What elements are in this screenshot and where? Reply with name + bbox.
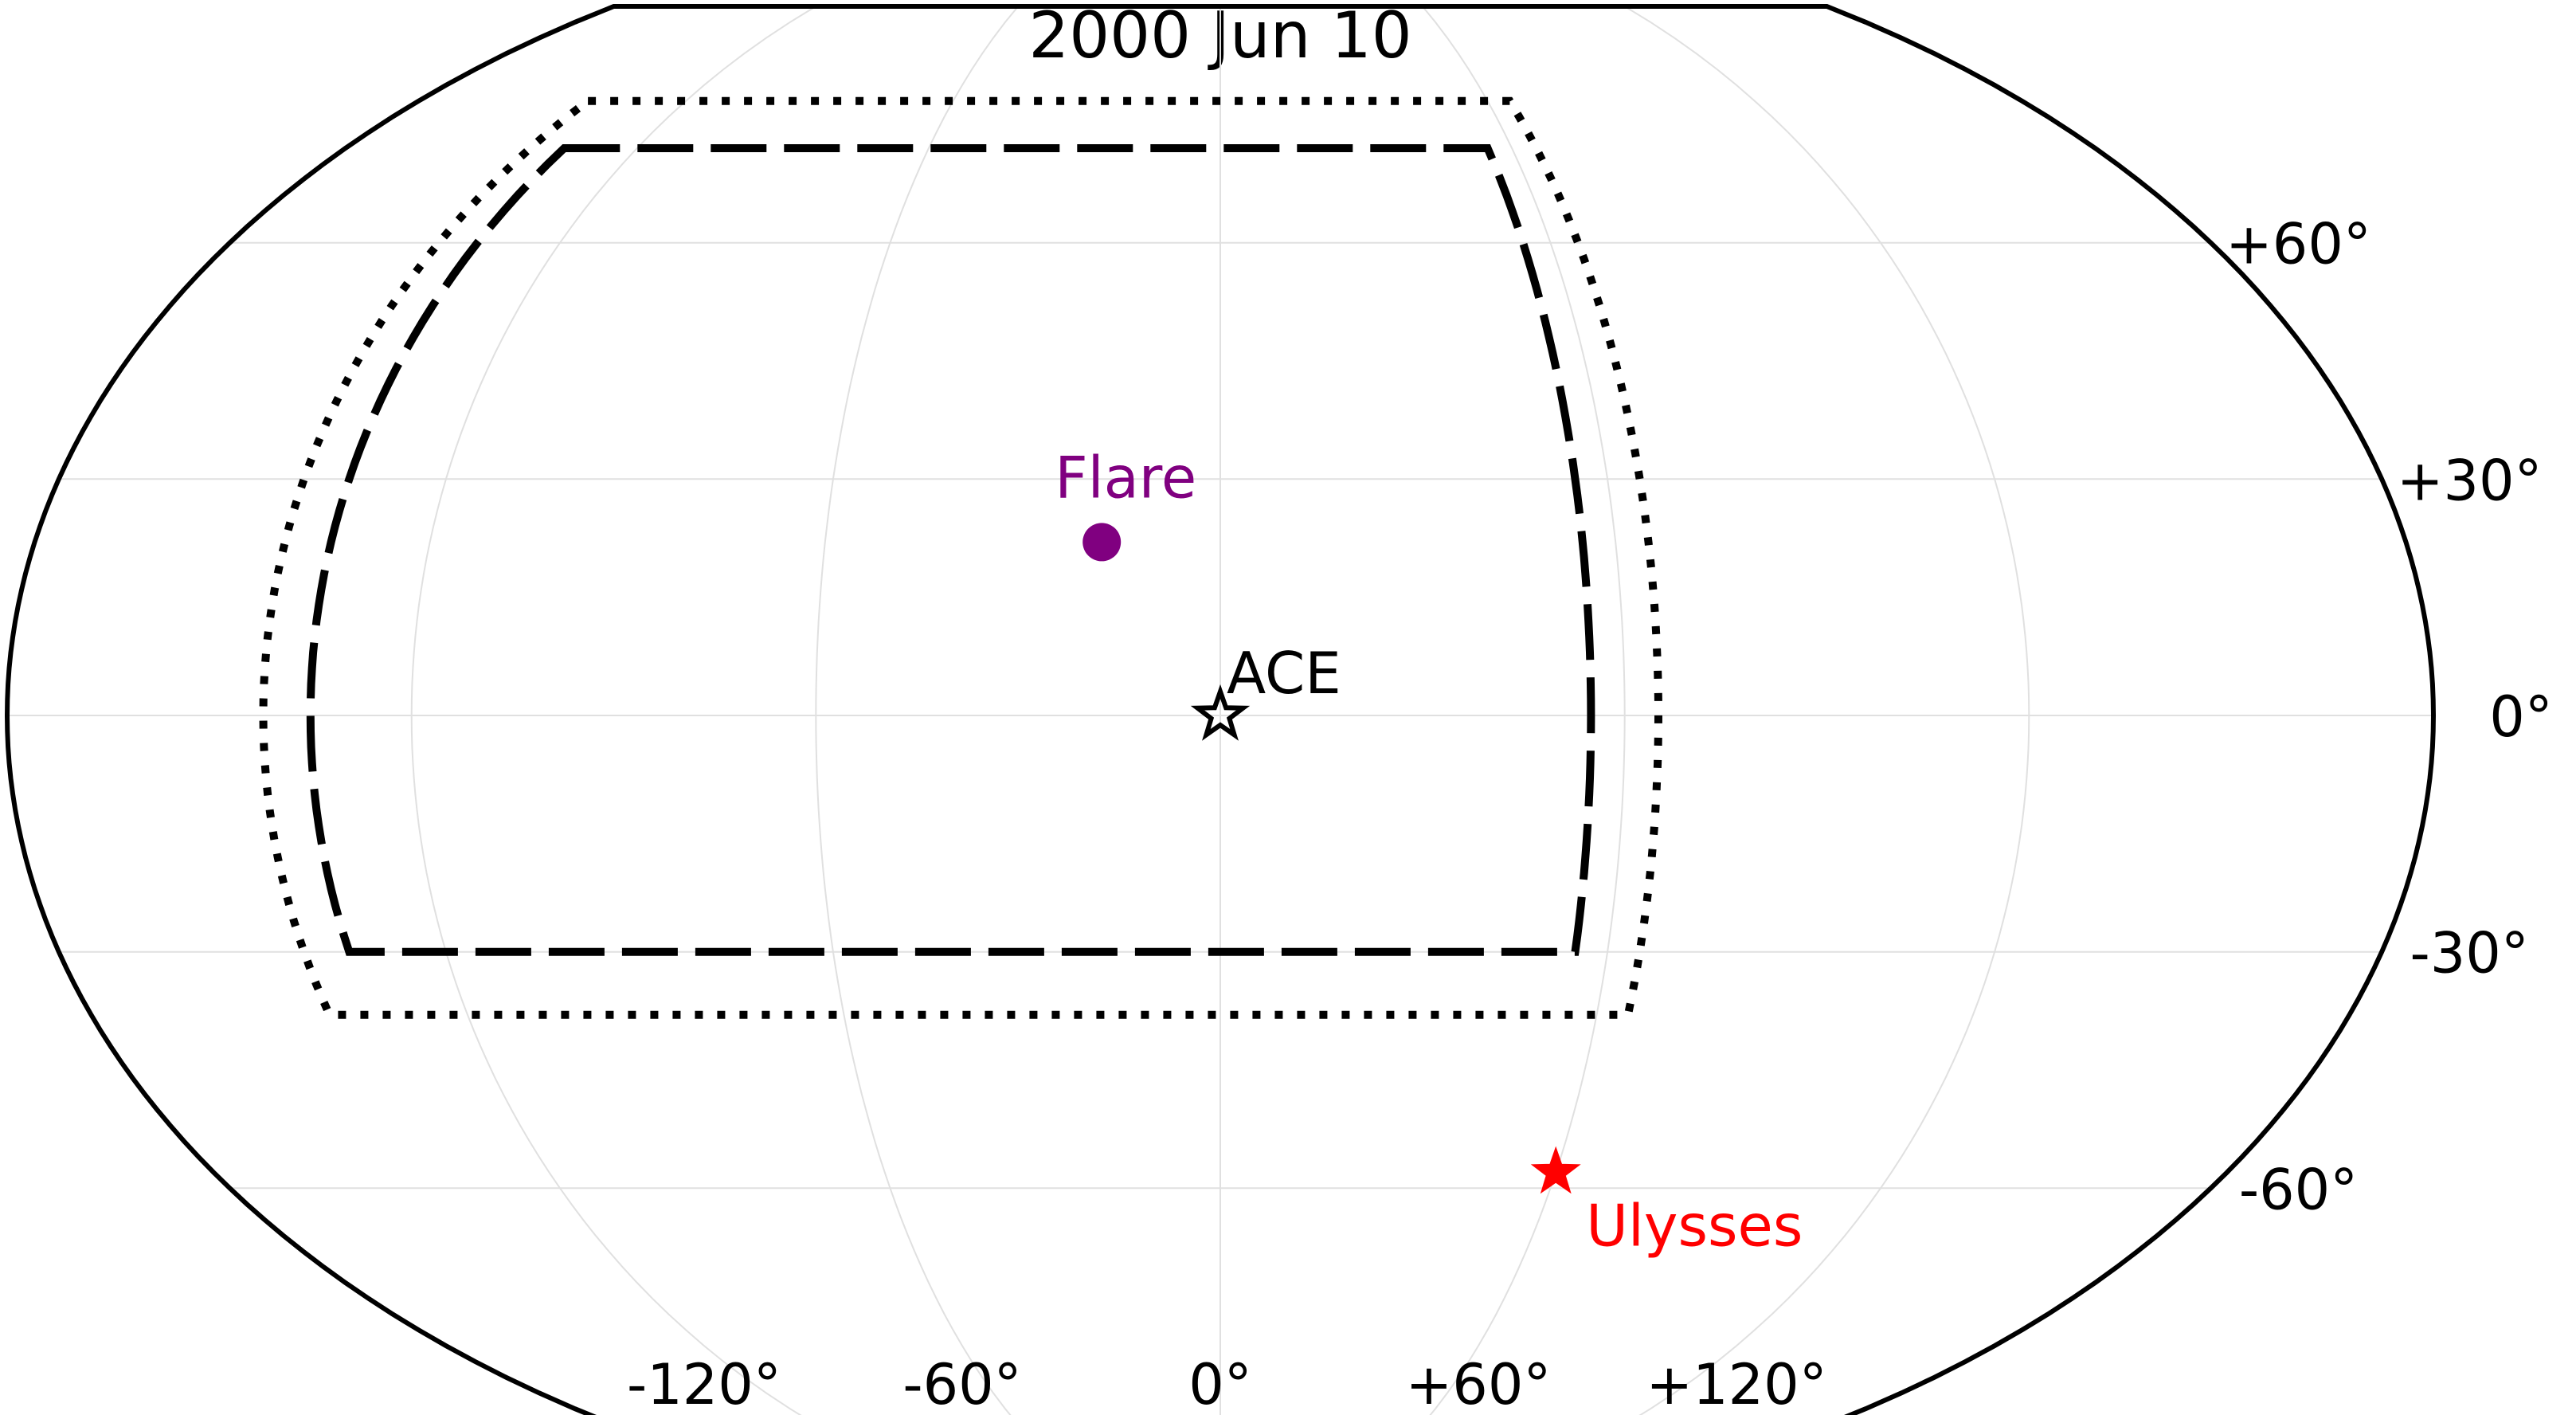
- points: Flare ACE Ulysses: [1055, 444, 1803, 1259]
- region-dotted: [259, 96, 1663, 1019]
- latitude-tick-labels: +60° +30° 0° -30° -60°: [2226, 212, 2553, 1223]
- lat-tick-label: +60°: [2226, 212, 2371, 277]
- region-dashed: [306, 144, 1595, 956]
- point-ace: [1190, 684, 1251, 741]
- lat-tick-label: -60°: [2239, 1157, 2358, 1222]
- point-label-ace: ACE: [1227, 640, 1341, 707]
- lat-tick-label: 0°: [2489, 684, 2553, 750]
- lat-tick-label: -30°: [2410, 921, 2529, 986]
- lon-tick-label: 0°: [1188, 1352, 1252, 1415]
- point-ulysses: [1530, 1146, 1581, 1194]
- point-flare: [1082, 523, 1122, 562]
- point-label-ulysses: Ulysses: [1586, 1193, 1803, 1260]
- graticule: [7, 6, 2433, 1415]
- meridian-line: [815, 6, 1019, 1415]
- longitude-tick-labels: -120° -60° 0° +60° +120°: [627, 1352, 1827, 1415]
- lon-tick-label: +120°: [1646, 1352, 1826, 1415]
- point-label-flare: Flare: [1055, 444, 1196, 511]
- map-outline: [4, 4, 2437, 1415]
- lon-tick-label: +60°: [1406, 1352, 1552, 1415]
- lon-tick-label: -60°: [902, 1352, 1021, 1415]
- lon-tick-label: -120°: [627, 1352, 781, 1415]
- regions: [259, 96, 1663, 1019]
- meridian-line: [410, 6, 816, 1415]
- lat-tick-label: +30°: [2397, 448, 2543, 513]
